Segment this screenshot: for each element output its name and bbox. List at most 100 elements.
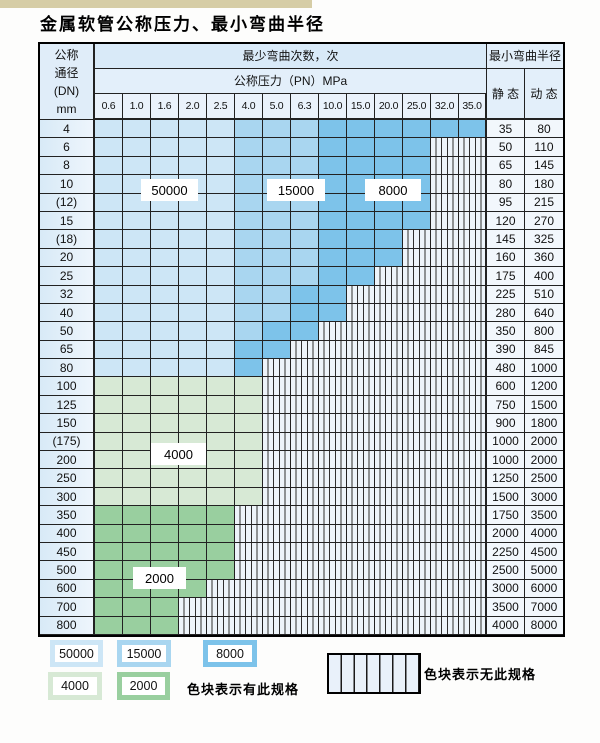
spec-cell (403, 120, 431, 139)
no-spec-cell (179, 616, 207, 635)
no-spec-cell (459, 432, 487, 452)
spec-cell (123, 267, 151, 286)
no-spec-cell (291, 524, 319, 543)
no-spec-cell (207, 579, 235, 599)
dynamic-value-cell: 1200 (525, 377, 563, 396)
spec-cell (207, 561, 235, 580)
spec-cell (431, 120, 459, 139)
dn-cell: 100 (40, 377, 95, 396)
spec-cell (263, 285, 291, 304)
spec-cell (291, 230, 319, 249)
spec-cell (95, 451, 123, 470)
spec-cell (207, 542, 235, 562)
spec-cell (95, 340, 123, 360)
dynamic-value-cell: 2000 (525, 451, 563, 470)
no-spec-cell (375, 469, 403, 488)
no-spec-cell (431, 156, 459, 176)
spec-cell (95, 267, 123, 286)
spec-cell (151, 211, 179, 231)
spec-cell (291, 138, 319, 157)
legend-present-note: 色块表示有此规格 (187, 682, 300, 697)
no-spec-cell (263, 561, 291, 580)
spec-cell (179, 267, 207, 286)
no-spec-cell (403, 598, 431, 617)
spec-cell (235, 267, 263, 286)
dynamic-value-cell: 510 (525, 285, 563, 304)
spec-cell (123, 469, 151, 488)
no-spec-cell (459, 267, 487, 286)
spec-cell (375, 120, 403, 139)
no-spec-cell (375, 579, 403, 599)
pressure-tick: 32.0 (431, 94, 459, 120)
no-spec-cell (319, 432, 347, 452)
spec-cell (95, 175, 123, 194)
spec-cell (291, 120, 319, 139)
no-spec-cell (291, 542, 319, 562)
spec-cell (95, 120, 123, 139)
spec-cell (319, 138, 347, 157)
dynamic-value-cell: 7000 (525, 598, 563, 617)
no-spec-cell (263, 487, 291, 507)
spec-cell (235, 230, 263, 249)
dynamic-value-cell: 1000 (525, 359, 563, 378)
spec-cell (179, 248, 207, 268)
no-spec-cell (375, 395, 403, 415)
dn-cell: 15 (40, 211, 95, 231)
spec-cell (179, 359, 207, 378)
spec-cell (95, 211, 123, 231)
spec-cell (123, 451, 151, 470)
spec-cell (235, 120, 263, 139)
no-spec-cell (375, 377, 403, 396)
spec-cell (151, 542, 179, 562)
no-spec-cell (319, 487, 347, 507)
spec-cell (179, 211, 207, 231)
spec-cell (179, 542, 207, 562)
spec-cell (95, 377, 123, 396)
spec-cell (123, 322, 151, 341)
spec-cell (179, 487, 207, 507)
no-spec-cell (263, 432, 291, 452)
static-value-cell: 2250 (487, 542, 525, 562)
static-value-cell: 1000 (487, 451, 525, 470)
pressure-tick: 20.0 (375, 94, 403, 120)
dn-cell: (175) (40, 432, 95, 452)
spec-cell (95, 230, 123, 249)
no-spec-cell (263, 579, 291, 599)
spec-cell (319, 120, 347, 139)
dynamic-value-cell: 845 (525, 340, 563, 360)
no-spec-cell (347, 616, 375, 635)
spec-cell (235, 432, 263, 452)
dn-cell: 200 (40, 451, 95, 470)
spec-cell (95, 156, 123, 176)
no-spec-cell (431, 414, 459, 433)
no-spec-cell (459, 156, 487, 176)
no-spec-cell (263, 524, 291, 543)
no-spec-cell (403, 432, 431, 452)
no-spec-cell (263, 377, 291, 396)
no-spec-cell (431, 487, 459, 507)
spec-cell (263, 138, 291, 157)
no-spec-cell (459, 377, 487, 396)
spec-cell (95, 285, 123, 304)
spec-cell (207, 267, 235, 286)
spec-cell (123, 377, 151, 396)
no-spec-cell (431, 340, 459, 360)
no-spec-cell (431, 469, 459, 488)
spec-cell (123, 285, 151, 304)
spec-cell (291, 156, 319, 176)
spec-cell (375, 248, 403, 268)
no-spec-cell (347, 377, 375, 396)
no-spec-cell (403, 340, 431, 360)
spec-cell (123, 340, 151, 360)
spec-cell (123, 524, 151, 543)
no-spec-cell (459, 395, 487, 415)
bend-cycles-header: 最少弯曲次数，次 (95, 44, 487, 69)
legend-swatch-8000: 8000 (203, 640, 257, 667)
spec-cell (347, 120, 375, 139)
spec-cell (459, 120, 487, 139)
spec-cell (207, 303, 235, 323)
static-value-cell: 1750 (487, 506, 525, 525)
dn-cell: 25 (40, 267, 95, 286)
spec-cell (179, 469, 207, 488)
no-spec-cell (347, 542, 375, 562)
